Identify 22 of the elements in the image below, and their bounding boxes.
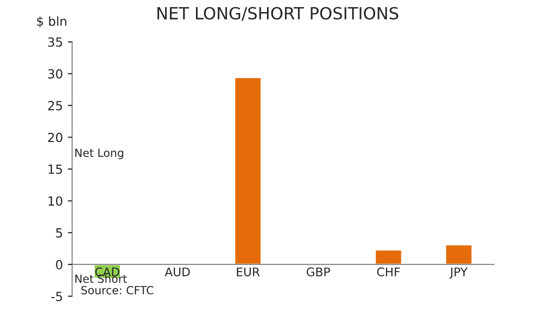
y-axis-title: $ bln [37,16,66,28]
y-tick-label: 25 [48,100,62,110]
y-tick-label: 20 [48,132,62,142]
x-tick-label: CHF [377,267,400,276]
y-tick-label: 30 [48,69,62,79]
y-tick-label: 0 [56,260,62,270]
x-tick-label: AUD [164,268,190,276]
bar [374,249,403,266]
bar [234,76,262,266]
y-tick-label: 15 [48,164,62,174]
x-tick-label: CAD [95,267,120,276]
y-tick-label: 10 [48,196,62,206]
x-tick-label: JPY [449,268,468,279]
bar [444,244,473,266]
annotation: Source: CFTC [81,286,154,294]
x-tick-label: EUR [236,268,260,276]
y-tick-label: -5 [51,292,62,302]
y-tick-label: 5 [56,228,62,238]
y-tick-label: 35 [48,37,62,47]
annotation: Net Long [75,148,124,160]
x-tick-label: GBP [306,267,330,276]
chart-title: NET LONG/SHORT POSITIONS [157,6,398,21]
